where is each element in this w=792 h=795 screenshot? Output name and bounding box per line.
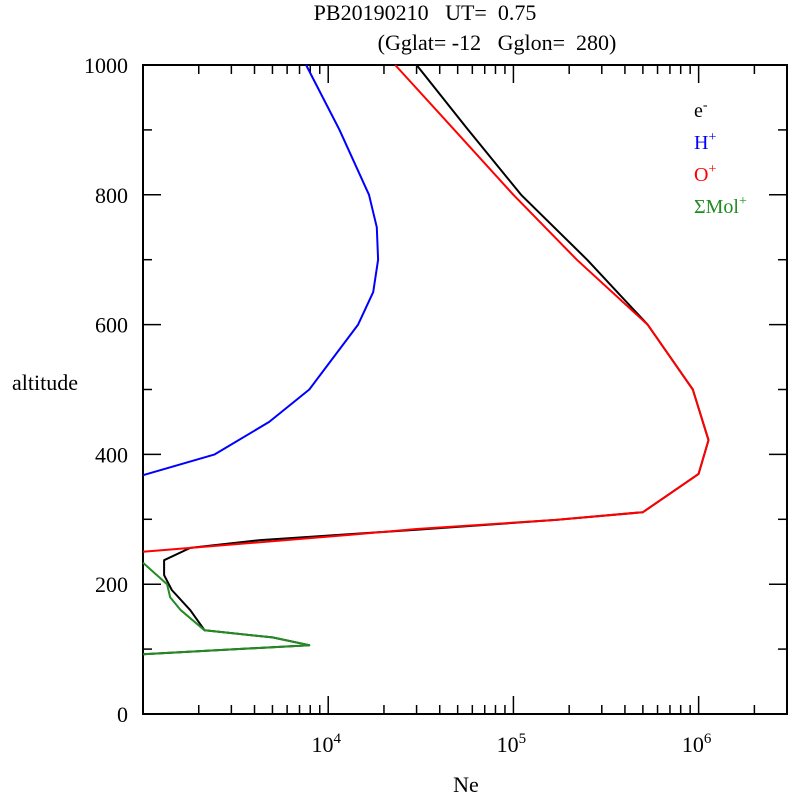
y-tick-label: 600 <box>95 313 128 338</box>
plot-frame <box>142 64 788 715</box>
chart-title-line2: (Gglat= -12 Gglon= 280) <box>378 30 617 55</box>
series-line-mol <box>142 562 311 656</box>
x-tick-label: 106 <box>682 731 712 757</box>
legend-entry: e- <box>694 98 708 122</box>
series-line-e <box>142 64 710 656</box>
series-line-o <box>142 64 710 553</box>
y-tick-label: 1000 <box>84 53 128 78</box>
x-tick-label: 105 <box>497 731 527 757</box>
y-axis-label: altitude <box>12 370 78 395</box>
y-tick-label: 800 <box>95 183 128 208</box>
legend-entry: ΣMol+ <box>694 194 747 218</box>
y-tick-label: 0 <box>117 702 128 727</box>
legend-entry: O+ <box>694 162 716 186</box>
y-tick-label: 200 <box>95 572 128 597</box>
legend-entry: H+ <box>694 130 716 154</box>
x-axis-label: Ne <box>453 772 479 795</box>
series-line-h <box>142 64 380 477</box>
y-tick-label: 400 <box>95 442 128 467</box>
x-tick-label: 104 <box>311 731 341 757</box>
chart-title-line1: PB20190210 UT= 0.75 <box>314 0 537 25</box>
